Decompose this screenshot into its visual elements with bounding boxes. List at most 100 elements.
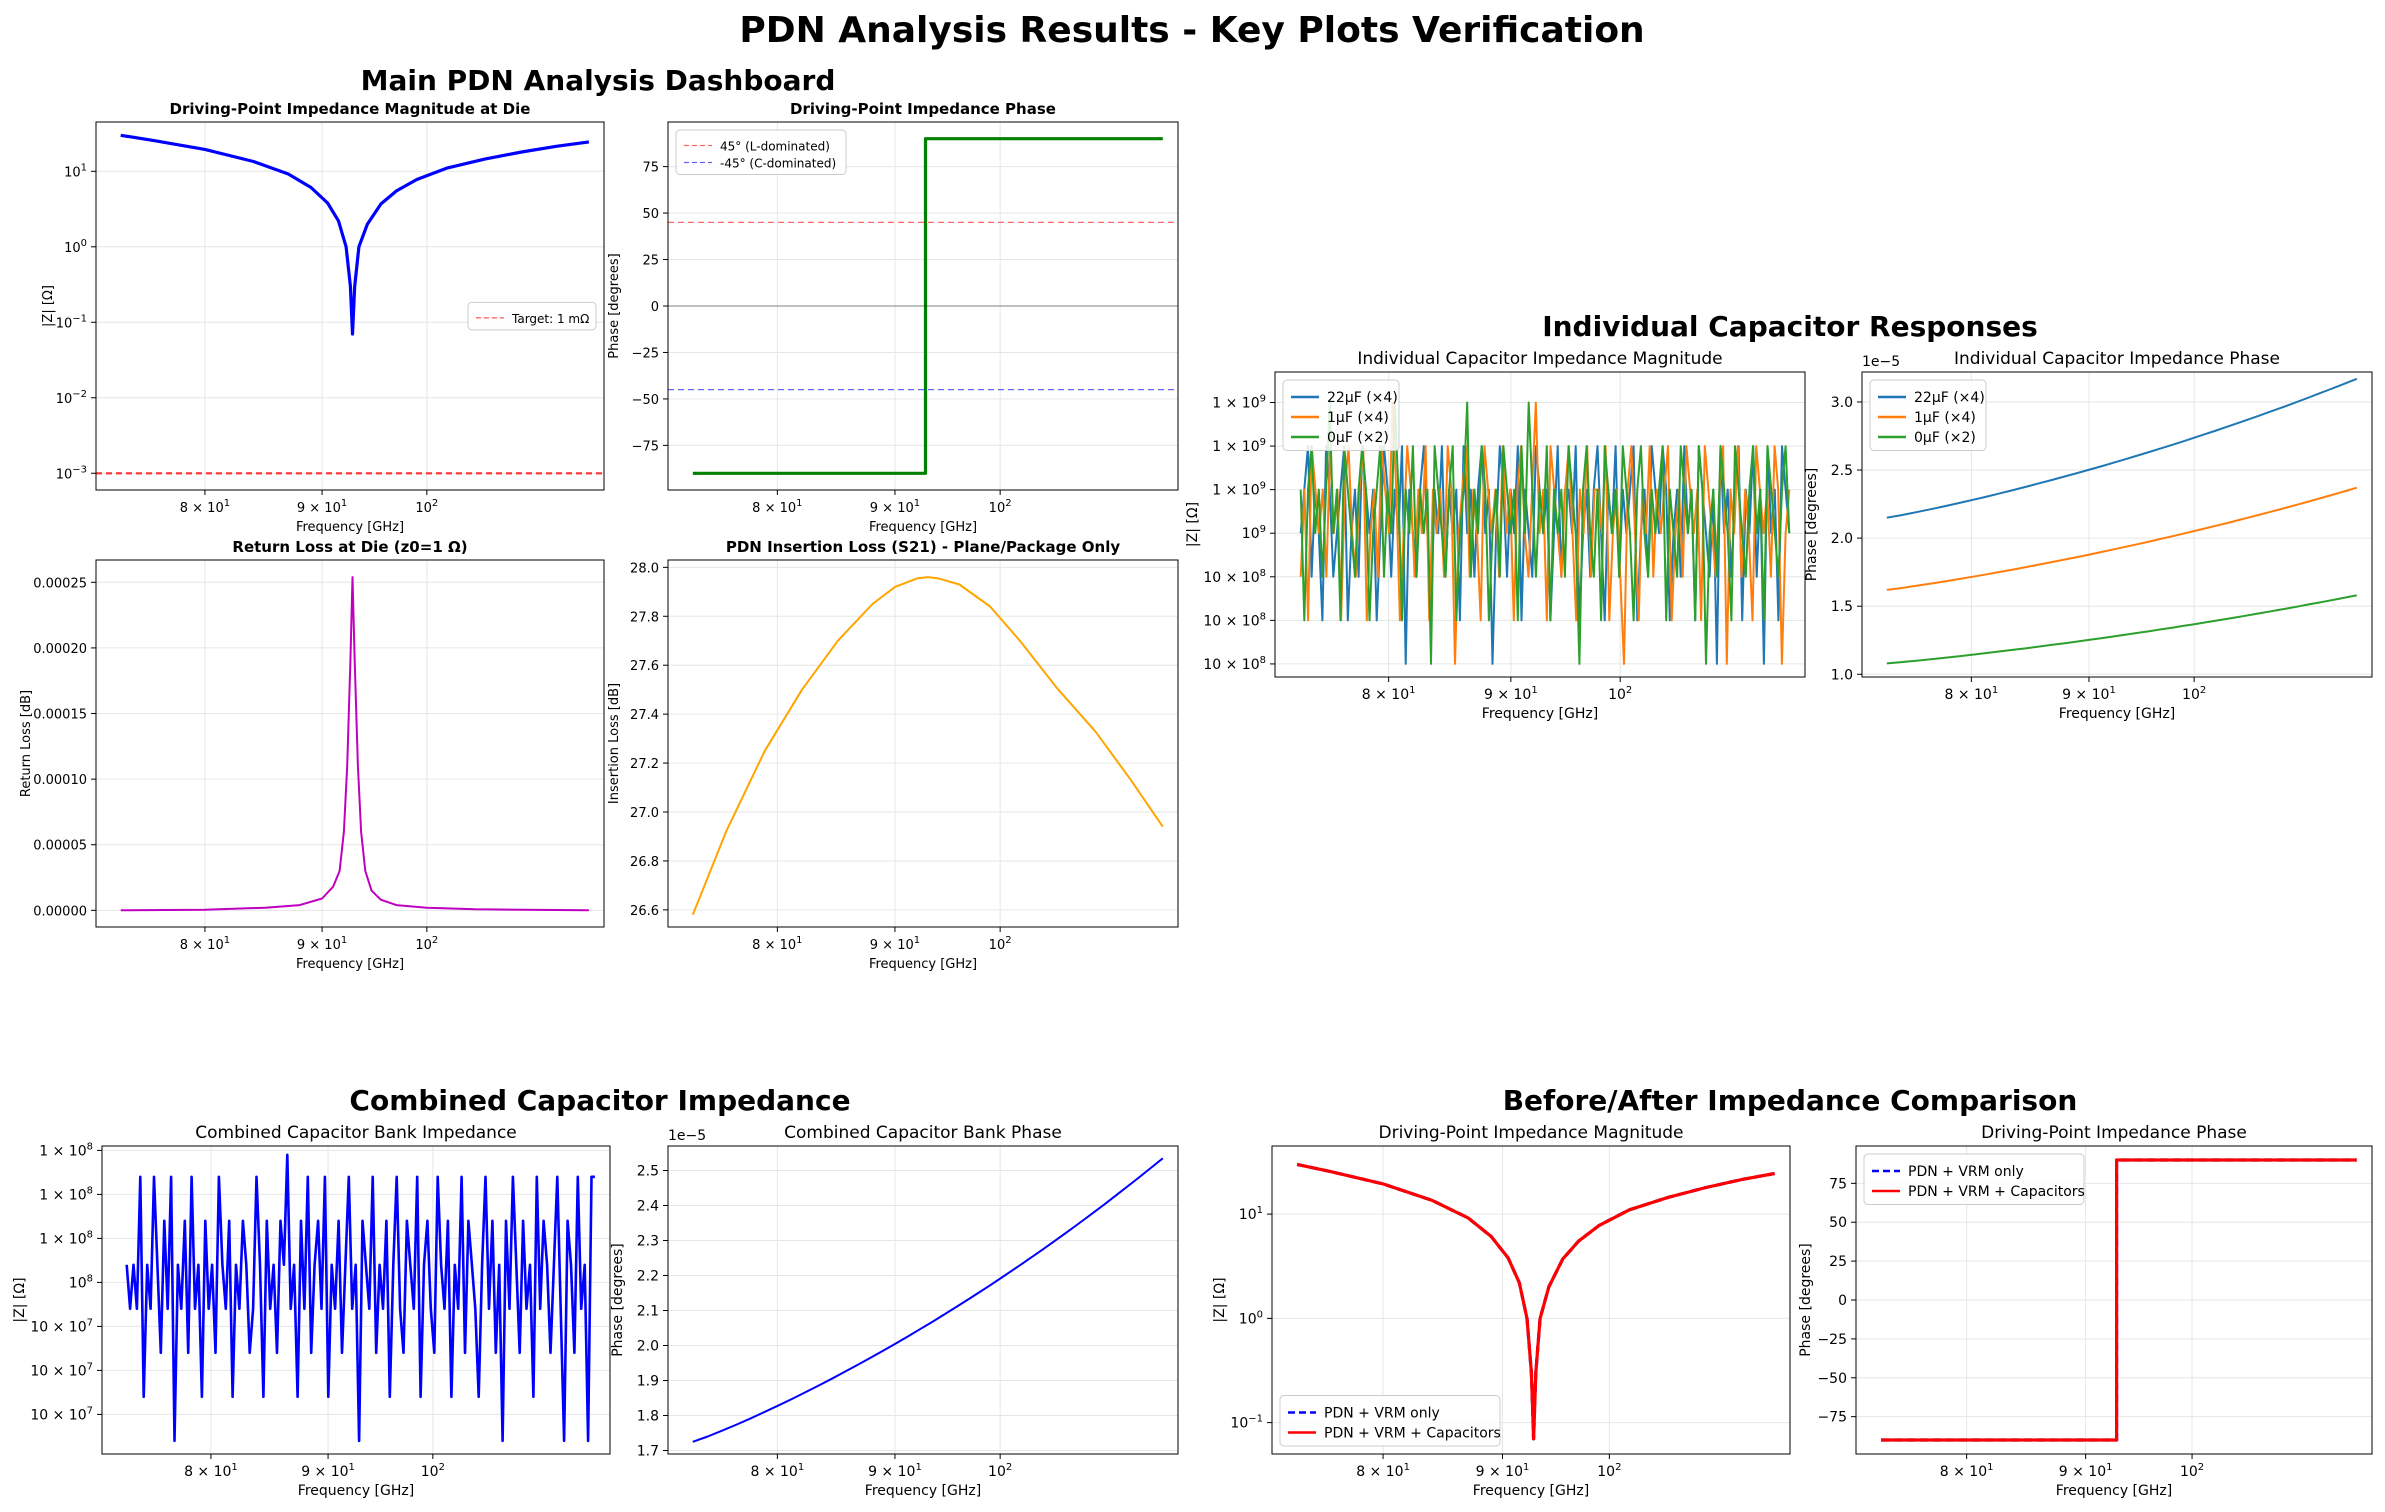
y-tick-label: 75 xyxy=(642,161,659,176)
x-axis-label: Frequency [GHz] xyxy=(296,520,404,535)
x-tick-label: 102 xyxy=(1608,685,1632,703)
y-tick-label: 2.5 xyxy=(637,1164,659,1180)
x-axis-label: Frequency [GHz] xyxy=(865,1483,981,1499)
legend-label: 1µF (×4) xyxy=(1327,410,1389,426)
x-axis-label: Frequency [GHz] xyxy=(298,1483,414,1499)
series-line-0 xyxy=(120,576,589,912)
y-tick-label: 10 × 108 xyxy=(1203,568,1266,586)
legend-box xyxy=(1279,1395,1501,1447)
series-group xyxy=(691,576,1164,916)
series-line-2 xyxy=(1886,594,2357,665)
y-tick-label: 27.2 xyxy=(630,757,659,772)
y-tick-label: 10 × 108 xyxy=(1203,611,1266,629)
x-tick-label: 102 xyxy=(989,935,1012,953)
y-tick-label: 10 × 108 xyxy=(1203,655,1266,673)
y-offset-label: 1e−5 xyxy=(1862,354,1900,370)
plot-title: Driving-Point Impedance Magnitude xyxy=(1379,1123,1684,1143)
legend-label: PDN + VRM + Capacitors xyxy=(1324,1426,1501,1442)
y-tick-label: 101 xyxy=(1239,1205,1263,1223)
y-tick-label: 1.8 xyxy=(637,1409,659,1425)
legend-label: 0µF (×2) xyxy=(1914,430,1976,446)
series-line-1 xyxy=(1299,401,1791,665)
y-axis-label: Phase [degrees] xyxy=(1804,468,1820,582)
legend-label: 22µF (×4) xyxy=(1327,390,1398,406)
x-tick-label: 8 × 101 xyxy=(750,1462,804,1480)
y-tick-label: 2.3 xyxy=(637,1234,659,1250)
legend: 45° (L-dominated) -45° (C-dominated) xyxy=(675,129,847,175)
x-tick-label: 102 xyxy=(989,498,1012,516)
x-tick-label: 8 × 101 xyxy=(1940,1462,1994,1480)
plot-title: Return Loss at Die (z0=1 Ω) xyxy=(232,538,467,556)
y-tick-label: 1.9 xyxy=(637,1374,659,1390)
section-title-before-after: Before/After Impedance Comparison xyxy=(1503,1084,2078,1117)
legend-box xyxy=(675,129,847,175)
x-tick-label: 8 × 101 xyxy=(1362,685,1416,703)
section-title-combined-capacitor: Combined Capacitor Impedance xyxy=(349,1084,850,1117)
y-tick-label: 1 × 108 xyxy=(39,1229,93,1247)
x-tick-label: 9 × 101 xyxy=(297,935,347,953)
y-tick-label: 27.0 xyxy=(630,806,659,821)
y-tick-label: 2.0 xyxy=(1831,531,1853,547)
legend-label: -45° (C-dominated) xyxy=(720,157,836,171)
x-tick-label: 8 × 101 xyxy=(752,498,802,516)
series-line-0 xyxy=(1886,377,2358,519)
plot-frame xyxy=(1274,371,1806,678)
x-tick-label: 102 xyxy=(1597,1462,1621,1480)
y-tick-label: 2.4 xyxy=(637,1199,659,1215)
plot-frame xyxy=(1861,371,2373,678)
y-tick-label: 25 xyxy=(642,254,659,269)
legend-label: 0µF (×2) xyxy=(1327,430,1389,446)
legend: 22µF (×4) 1µF (×4) 0µF (×2) xyxy=(1282,379,1400,451)
y-tick-label: 28.0 xyxy=(630,561,659,576)
x-tick-label: 9 × 101 xyxy=(868,1462,922,1480)
legend: PDN + VRM only PDN + VRM + Capacitors xyxy=(1279,1395,1501,1447)
legend-label: PDN + VRM only xyxy=(1908,1164,2024,1180)
plot-title: Individual Capacitor Impedance Phase xyxy=(1954,349,2280,369)
y-tick-label: −50 xyxy=(1817,1371,1847,1387)
chart-cap_mag: 8 × 101 9 × 101 102 10 × 108 10 × 108 10 × 10… xyxy=(1185,349,1806,722)
y-tick-label: 50 xyxy=(642,207,659,222)
legend-box xyxy=(1863,1153,2085,1205)
y-tick-label: 10 × 107 xyxy=(30,1405,93,1423)
x-tick-label: 9 × 101 xyxy=(2059,1462,2113,1480)
y-tick-label: 0.00020 xyxy=(33,642,87,657)
y-tick-label: 10−1 xyxy=(1230,1414,1263,1432)
y-tick-label: 100 xyxy=(64,238,87,256)
x-tick-label: 9 × 101 xyxy=(870,935,920,953)
chart-ba_phase: 8 × 101 9 × 101 102 −75 −50 −25 0 25 50 75 Driving… xyxy=(1798,1123,2373,1499)
plot-title: PDN Insertion Loss (S21) - Plane/Package… xyxy=(726,538,1120,556)
y-tick-label: 10−2 xyxy=(56,389,87,407)
y-tick-label: −25 xyxy=(1817,1332,1847,1348)
y-axis-label: |Z| [Ω] xyxy=(1185,502,1201,547)
x-tick-label: 9 × 101 xyxy=(870,498,920,516)
series-line-0 xyxy=(691,576,1164,916)
series-line-1 xyxy=(1296,1162,1775,1441)
series-group xyxy=(1296,1162,1775,1441)
y-tick-label: 100 xyxy=(1239,1309,1263,1327)
x-axis-label: Frequency [GHz] xyxy=(296,957,404,972)
y-tick-label: −25 xyxy=(632,346,659,361)
y-tick-label: 3.0 xyxy=(1831,395,1853,411)
legend-box xyxy=(467,301,597,331)
y-tick-label: 2.1 xyxy=(637,1304,659,1320)
section-title-main-dashboard: Main PDN Analysis Dashboard xyxy=(361,64,836,97)
y-tick-label: 0 xyxy=(651,300,659,315)
plot-frame xyxy=(95,559,605,928)
x-tick-label: 9 × 101 xyxy=(1484,685,1538,703)
figure-suptitle: PDN Analysis Results - Key Plots Verific… xyxy=(739,10,1644,51)
x-tick-label: 9 × 101 xyxy=(301,1462,355,1480)
legend: 22µF (×4) 1µF (×4) 0µF (×2) xyxy=(1869,379,1987,451)
legend: PDN + VRM only PDN + VRM + Capacitors xyxy=(1863,1153,2085,1205)
x-tick-label: 102 xyxy=(421,1462,445,1480)
plot-frame xyxy=(667,559,1179,928)
plot-frame xyxy=(101,1145,611,1455)
y-axis-label: Phase [degrees] xyxy=(1798,1243,1814,1357)
x-tick-label: 8 × 101 xyxy=(1944,685,1998,703)
series-line-0 xyxy=(120,133,590,336)
x-tick-label: 8 × 101 xyxy=(752,935,802,953)
chart-ba_mag: 8 × 101 9 × 101 102 10−1 100 101 Driving-Point… xyxy=(1212,1123,1791,1499)
y-axis-label: Phase [degrees] xyxy=(607,253,622,358)
section-title-individual-capacitors: Individual Capacitor Responses xyxy=(1542,310,2038,343)
x-tick-label: 9 × 101 xyxy=(1476,1462,1530,1480)
